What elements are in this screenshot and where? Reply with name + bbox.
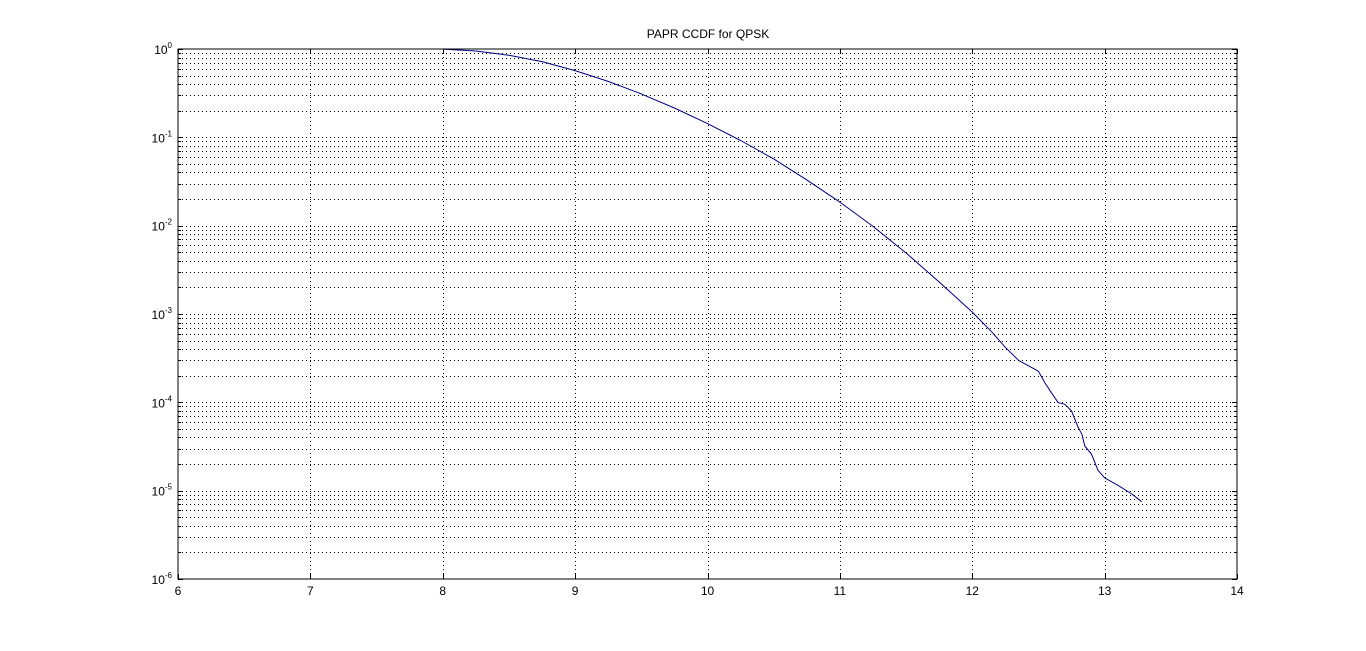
y-tick-label: 10-4: [152, 394, 173, 410]
x-tick-label: 13: [1098, 584, 1112, 598]
y-tick-label: 10-5: [152, 483, 173, 499]
x-tick-label: 14: [1230, 584, 1244, 598]
chart-title: PAPR CCDF for QPSK: [647, 27, 769, 41]
y-tick-label: 10-3: [152, 306, 173, 322]
y-tick-label: 10-1: [152, 129, 173, 145]
x-tick-label: 8: [439, 584, 446, 598]
x-tick-label: 9: [572, 584, 579, 598]
x-tick-label: 10: [701, 584, 715, 598]
y-tick-labels: 10-6 10-5 10-4 10-3 10-2 10-1 100: [152, 41, 173, 587]
x-tick-label: 7: [307, 584, 314, 598]
y-tick-label: 100: [154, 41, 172, 57]
x-tick-label: 6: [175, 584, 182, 598]
series-layer: [442, 48, 1143, 503]
y-tick-label: 10-2: [152, 218, 173, 234]
x-tick-labels: 6 7 8 9 10 11 12 13 14: [175, 584, 1244, 598]
ccdf-series-line: [442, 48, 1143, 503]
x-tick-label: 11: [834, 584, 847, 598]
x-tick-label: 12: [966, 584, 980, 598]
grid-lines: [178, 49, 1237, 579]
tick-marks: [178, 49, 1238, 580]
y-tick-label: 10-6: [152, 571, 173, 587]
